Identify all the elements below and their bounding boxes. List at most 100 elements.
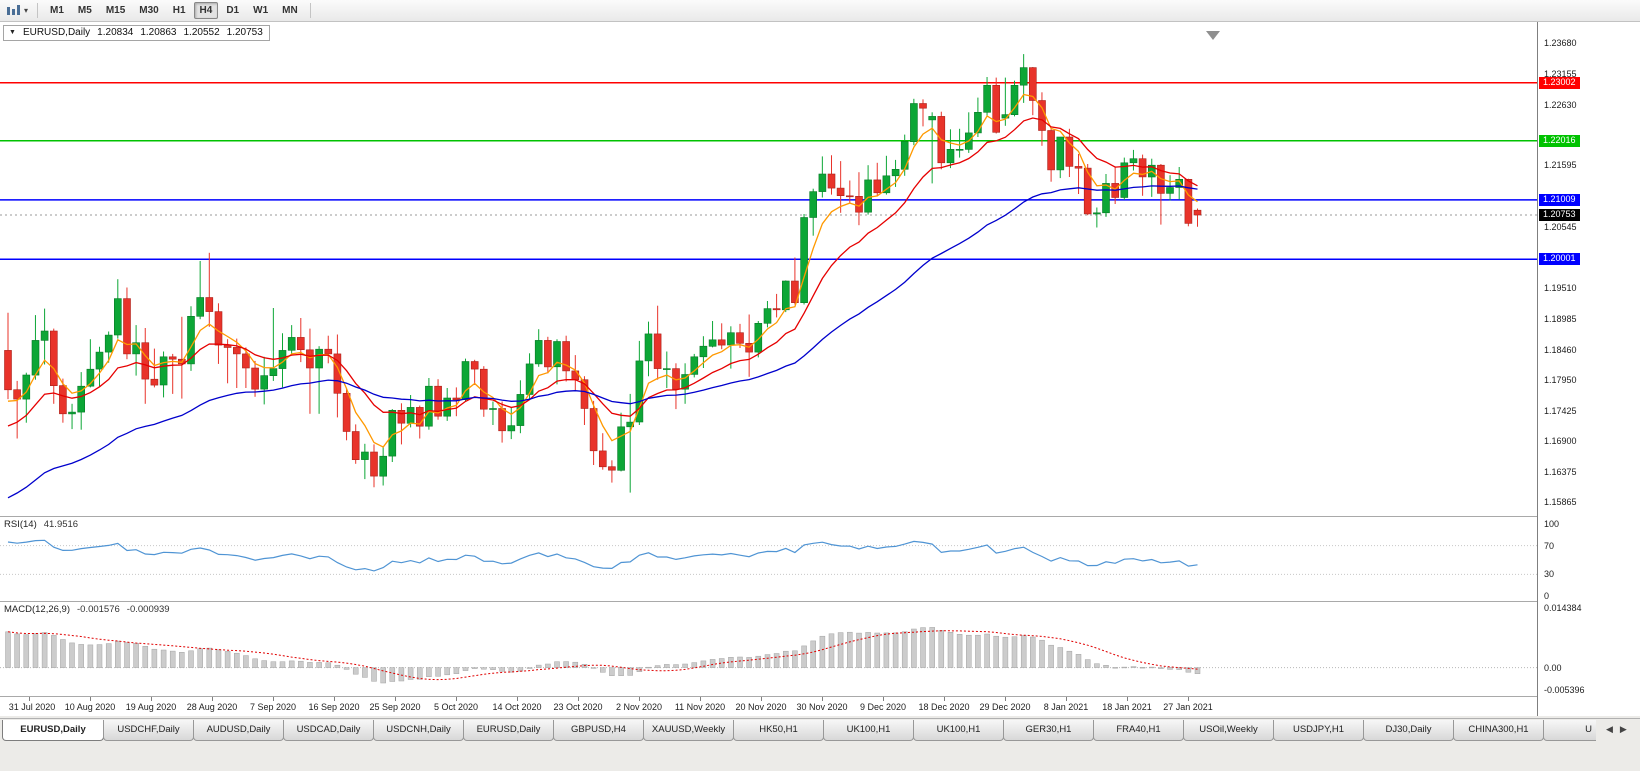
date-axis-tick bbox=[1066, 697, 1067, 701]
collapse-triangle-icon[interactable]: ▼ bbox=[9, 29, 16, 36]
price-axis-tick: 1.23680 bbox=[1544, 38, 1577, 48]
chart-tab-ger30-h1[interactable]: GER30,H1 bbox=[1003, 720, 1094, 741]
date-axis-tick bbox=[700, 697, 701, 701]
moving-averages-layer bbox=[7, 93, 1198, 499]
rsi-axis-tick: 70 bbox=[1544, 541, 1555, 551]
timeframe-button-w1[interactable]: W1 bbox=[247, 2, 274, 19]
hline-price-label: 1.23002 bbox=[1539, 77, 1580, 89]
chart-bars-glyph bbox=[7, 5, 20, 15]
current-price-label: 1.20753 bbox=[1539, 209, 1580, 221]
timeframe-button-h1[interactable]: H1 bbox=[167, 2, 192, 19]
tabs-scroll-right-button[interactable]: ▶ bbox=[1619, 724, 1627, 734]
panel-separator[interactable] bbox=[0, 516, 1640, 517]
date-axis-label: 11 Nov 2020 bbox=[674, 702, 726, 712]
timeframe-button-m1[interactable]: M1 bbox=[44, 2, 70, 19]
macd-title: MACD(12,26,9) -0.001576 -0.000939 bbox=[4, 604, 170, 615]
panel-separator[interactable] bbox=[0, 696, 1640, 697]
timeframe-button-h4[interactable]: H4 bbox=[193, 2, 219, 19]
date-axis-label: 29 Dec 2020 bbox=[979, 702, 1031, 712]
chart-tab-eurusd-daily[interactable]: EURUSD,Daily bbox=[463, 720, 554, 741]
date-axis-tick bbox=[1005, 697, 1006, 701]
date-axis-tick bbox=[944, 697, 945, 701]
date-axis-label: 18 Dec 2020 bbox=[918, 702, 970, 712]
timeframe-button-m30[interactable]: M30 bbox=[133, 2, 164, 19]
date-axis-label: 25 Sep 2020 bbox=[369, 702, 421, 712]
date-axis-tick bbox=[822, 697, 823, 701]
rsi-title: RSI(14) 41.9516 bbox=[4, 519, 78, 530]
date-axis-label: 18 Jan 2021 bbox=[1102, 702, 1152, 712]
chart-tab-gbpusd-h4[interactable]: GBPUSD,H4 bbox=[553, 720, 644, 741]
tabs-scroll-left-button[interactable]: ◀ bbox=[1606, 724, 1613, 734]
rsi-value: 41.9516 bbox=[43, 519, 79, 530]
toolbar-separator bbox=[37, 3, 39, 18]
panel-separator[interactable] bbox=[0, 601, 1640, 602]
macd-main-value: -0.001576 bbox=[77, 604, 120, 615]
date-axis-label: 23 Oct 2020 bbox=[553, 702, 603, 712]
chart-tab-usdchf-daily[interactable]: USDCHF,Daily bbox=[103, 720, 194, 741]
chart-tab-dj30-daily[interactable]: DJ30,Daily bbox=[1363, 720, 1454, 741]
macd-panel-canvas[interactable] bbox=[0, 602, 1537, 696]
macd-axis-tick: -0.005396 bbox=[1544, 685, 1585, 695]
chart-tab-eurusd-daily[interactable]: EURUSD,Daily bbox=[2, 720, 104, 741]
price-axis-tick: 1.23155 bbox=[1544, 69, 1577, 79]
chart-tab-china300-h1[interactable]: CHINA300,H1 bbox=[1453, 720, 1544, 741]
date-axis-label: 30 Nov 2020 bbox=[796, 702, 848, 712]
price-axis-tick: 1.21595 bbox=[1544, 160, 1577, 170]
price-axis-tick: 1.22630 bbox=[1544, 100, 1577, 110]
chart-title: ▼ EURUSD,Daily 1.20834 1.20863 1.20552 1… bbox=[3, 25, 270, 41]
chart-type-icon[interactable] bbox=[6, 4, 21, 17]
ohlc-open: 1.20834 bbox=[97, 27, 134, 38]
date-axis[interactable]: 31 Jul 2020 10 Aug 2020 19 Aug 2020 28 Aug … bbox=[0, 697, 1537, 716]
chart-tab-usdcad-daily[interactable]: USDCAD,Daily bbox=[283, 720, 374, 741]
price-axis-tick: 1.18985 bbox=[1544, 314, 1577, 324]
chart-tab-xauusd-weekly[interactable]: XAUUSD,Weekly bbox=[643, 720, 734, 741]
date-axis-label: 27 Jan 2021 bbox=[1163, 702, 1213, 712]
timeframe-button-m15[interactable]: M15 bbox=[100, 2, 131, 19]
chart-tab-usdjpy-h1[interactable]: USDJPY,H1 bbox=[1273, 720, 1364, 741]
chart-tab-usoil-weekly[interactable]: USOil,Weekly bbox=[1183, 720, 1274, 741]
timeframe-button-d1[interactable]: D1 bbox=[220, 2, 245, 19]
date-axis-label: 28 Aug 2020 bbox=[186, 702, 238, 712]
date-axis-tick bbox=[395, 697, 396, 701]
chart-tab-hk50-h1[interactable]: HK50,H1 bbox=[733, 720, 824, 741]
date-axis-label: 19 Aug 2020 bbox=[125, 702, 177, 712]
price-axis-tick: 1.19510 bbox=[1544, 283, 1577, 293]
macd-histogram-layer bbox=[5, 627, 1201, 684]
date-axis-tick bbox=[1188, 697, 1189, 701]
rsi-label: RSI(14) bbox=[4, 519, 37, 530]
chart-tab-usdcnh-daily[interactable]: USDCNH,Daily bbox=[373, 720, 464, 741]
date-axis-tick bbox=[761, 697, 762, 701]
rsi-levels-layer bbox=[0, 545, 1537, 575]
date-axis-tick bbox=[883, 697, 884, 701]
timeframe-button-m5[interactable]: M5 bbox=[72, 2, 98, 19]
rsi-panel-canvas[interactable] bbox=[0, 517, 1537, 601]
price-axis-tick: 1.16900 bbox=[1544, 436, 1577, 446]
date-axis-label: 7 Sep 2020 bbox=[249, 702, 297, 712]
date-axis-tick bbox=[90, 697, 91, 701]
price-axis-tick: 1.20545 bbox=[1544, 222, 1577, 232]
date-axis-tick bbox=[578, 697, 579, 701]
date-axis-label: 31 Jul 2020 bbox=[8, 702, 56, 712]
horizontal-lines-layer bbox=[0, 82, 1537, 260]
toolbar-dropdown-caret-icon[interactable]: ▾ bbox=[24, 6, 29, 15]
date-axis-tick bbox=[151, 697, 152, 701]
date-axis-label: 8 Jan 2021 bbox=[1043, 702, 1089, 712]
chart-tab-u[interactable]: U bbox=[1543, 720, 1596, 741]
price-chart-canvas[interactable] bbox=[0, 22, 1537, 516]
date-axis-label: 9 Dec 2020 bbox=[859, 702, 907, 712]
macd-signal-value: -0.000939 bbox=[126, 604, 170, 615]
chart-tab-uk100-h1[interactable]: UK100,H1 bbox=[913, 720, 1004, 741]
timeframe-button-mn[interactable]: MN bbox=[276, 2, 304, 19]
chart-tab-uk100-h1[interactable]: UK100,H1 bbox=[823, 720, 914, 741]
macd-axis-tick: 0.014384 bbox=[1544, 603, 1582, 613]
chart-tab-audusd-daily[interactable]: AUDUSD,Daily bbox=[193, 720, 284, 741]
rsi-axis-tick: 100 bbox=[1544, 519, 1560, 529]
timeframes-toolbar: ▾ M1 M5 M15 M30 H1 H4 D1 W1 MN bbox=[0, 0, 1640, 22]
ohlc-low: 1.20552 bbox=[183, 27, 220, 38]
macd-label: MACD(12,26,9) bbox=[4, 604, 70, 615]
price-axis-tick: 1.16375 bbox=[1544, 467, 1577, 477]
rsi-axis-tick: 0 bbox=[1544, 591, 1550, 601]
date-axis-label: 14 Oct 2020 bbox=[492, 702, 542, 712]
price-axis[interactable]: 1.23680 1.23155 1.22630 1.21595 1.20545 1.195… bbox=[1537, 22, 1640, 716]
chart-tab-fra40-h1[interactable]: FRA40,H1 bbox=[1093, 720, 1184, 741]
